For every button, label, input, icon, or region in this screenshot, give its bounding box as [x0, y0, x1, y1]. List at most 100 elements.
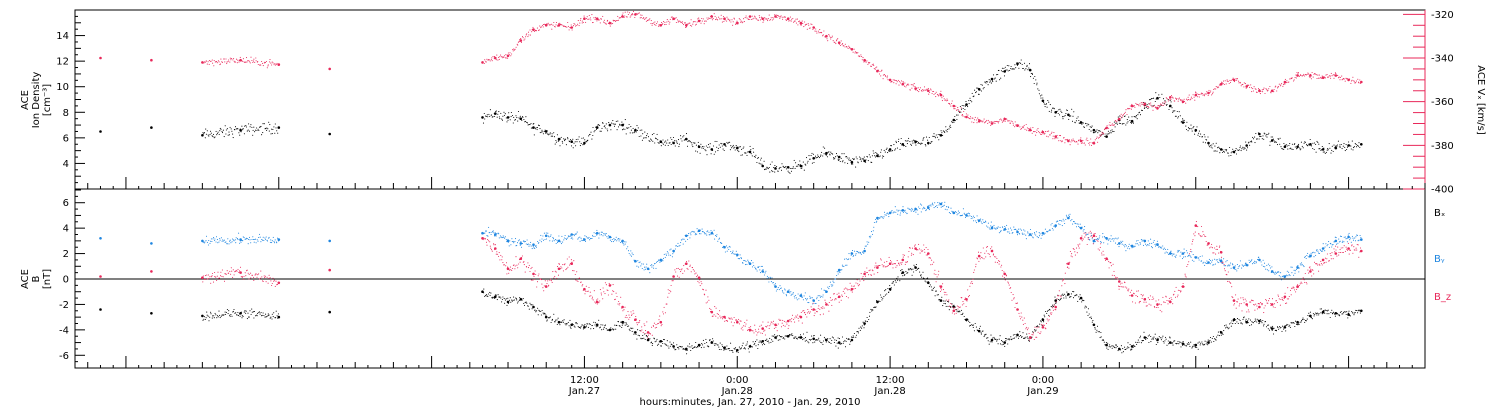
density-series-sample	[1028, 63, 1031, 65]
bx-series-sample	[571, 324, 573, 326]
by-series-sample	[803, 295, 805, 297]
density-series-sample	[592, 134, 594, 137]
bx-series-sample	[760, 342, 763, 344]
vx-series-sample	[1229, 79, 1231, 81]
density-series-sample	[542, 131, 544, 133]
by-series-sample	[817, 295, 819, 297]
density-series-sample	[207, 134, 209, 136]
vx-series-sample	[566, 26, 568, 28]
density-series-sample	[936, 136, 938, 138]
bx-series-sample	[756, 339, 758, 341]
density-series-sample	[850, 163, 853, 165]
bx-series-sample	[984, 334, 986, 336]
density-series-sample	[836, 155, 838, 157]
vx-series-sample	[227, 60, 229, 62]
bx-series-point	[494, 295, 497, 299]
density-series-sample	[720, 142, 722, 144]
bx-series-sample	[620, 321, 622, 323]
density-series-sample	[1259, 135, 1261, 137]
density-series-sample	[884, 151, 886, 153]
bx-series-sample	[1187, 343, 1189, 345]
bx-series-sample	[594, 324, 596, 326]
density-series-sample	[837, 158, 839, 160]
density-series-sample	[1231, 151, 1233, 153]
bx-series-sample	[987, 337, 989, 339]
by-series-sample	[1047, 230, 1049, 232]
density-series-sample	[906, 140, 908, 142]
by-series-sample	[237, 239, 239, 241]
vx-series-sample	[703, 23, 705, 25]
by-series-sample	[563, 237, 565, 239]
vx-series-sample	[967, 117, 970, 119]
bx-series-sample	[483, 292, 485, 294]
vx-series-sample	[685, 26, 687, 28]
bx-series-sample	[1174, 340, 1176, 342]
bx-series-sample	[267, 315, 269, 317]
bx-series-sample	[1018, 335, 1020, 338]
bx-series-sample	[1292, 322, 1294, 324]
density-series-sample	[607, 130, 609, 132]
bx-series-sample	[961, 313, 964, 315]
by-series-sample	[857, 251, 859, 253]
by-series-sample	[844, 258, 846, 260]
bx-series-sample	[802, 333, 805, 335]
by-series-sample	[726, 250, 728, 252]
bx-series-sample	[1303, 318, 1305, 321]
by-series-sample	[898, 209, 900, 211]
bx-series-sample	[1190, 341, 1192, 343]
density-series-sample	[1159, 96, 1161, 99]
by-series-sample	[767, 277, 770, 279]
top-left-tick-label: 14	[56, 31, 69, 42]
density-series-sample	[1279, 143, 1281, 145]
density-series-sample	[886, 147, 888, 149]
density-series-sample	[911, 140, 913, 142]
by-series-sample	[714, 238, 716, 240]
by-series-sample	[914, 207, 916, 209]
density-series-sample	[701, 146, 703, 148]
density-series-sample	[788, 171, 790, 174]
vx-series-sample	[806, 23, 808, 25]
density-series-sample	[1164, 100, 1166, 102]
vx-series-sample	[767, 18, 769, 20]
vx-series-sample	[993, 122, 995, 124]
density-series-sample	[1340, 143, 1342, 146]
by-series-sample	[818, 299, 820, 302]
density-series-sample	[613, 123, 615, 125]
bx-series-sample	[857, 332, 859, 334]
bx-series-point	[685, 347, 688, 351]
density-series-sample	[205, 128, 207, 130]
vx-series-sample	[684, 22, 686, 24]
density-series-sample	[1008, 65, 1010, 67]
by-series-sample	[538, 242, 540, 244]
density-series-sample	[596, 125, 598, 127]
by-series-sample	[790, 294, 792, 296]
by-series-sample	[813, 300, 815, 302]
density-series-sample	[1072, 115, 1074, 117]
bx-series-sample	[1080, 296, 1082, 298]
bx-series-sample	[489, 291, 491, 293]
vx-series-sample	[517, 41, 519, 43]
vx-series-sample	[1027, 128, 1030, 130]
by-series-sample	[251, 238, 253, 241]
density-series-sample	[582, 144, 584, 146]
density-series-sample	[898, 138, 900, 140]
bx-series-sample	[489, 294, 491, 296]
vx-series-sample	[269, 61, 271, 63]
bx-series-sample	[695, 341, 697, 344]
density-series-sample	[1291, 148, 1293, 150]
bx-series-sample	[260, 311, 262, 314]
vx-series-sample	[960, 107, 962, 109]
vx-series-sample	[1068, 139, 1070, 141]
bx-series-sample	[787, 335, 789, 337]
by-series-sample	[276, 242, 278, 244]
by-series-sample	[747, 259, 749, 261]
bx-series-sample	[1054, 296, 1056, 298]
by-series-sample	[636, 265, 638, 267]
bx-series-sample	[1167, 340, 1169, 342]
density-series-sample	[599, 130, 601, 132]
vx-series-point	[876, 69, 879, 73]
vx-series-sample	[803, 26, 805, 28]
density-series-sample	[1147, 108, 1149, 110]
vx-series-sample	[792, 17, 794, 20]
bx-series-sample	[904, 274, 906, 276]
